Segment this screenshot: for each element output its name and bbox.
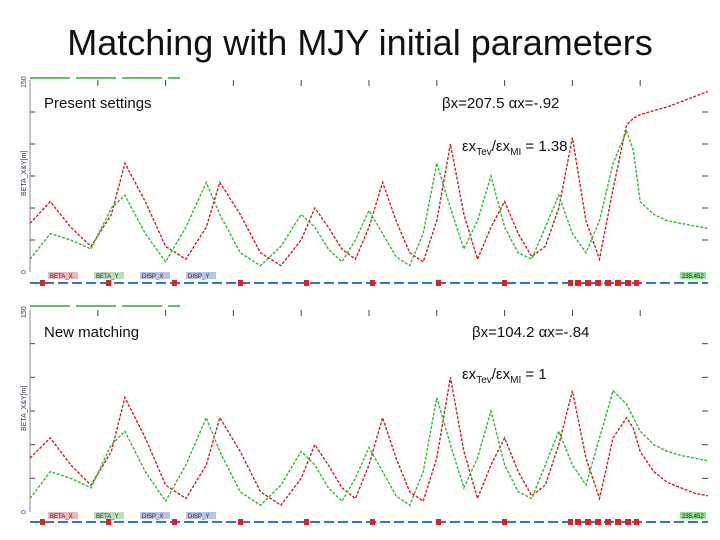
beamline-magnet xyxy=(585,519,591,525)
panel-2-series-beta-x xyxy=(29,377,709,507)
beamline-magnet xyxy=(436,280,441,286)
panel-2-ymin-label: 0 xyxy=(21,510,28,514)
legend-swatch xyxy=(140,512,170,519)
beamline-magnet xyxy=(370,280,375,286)
legend-swatch xyxy=(48,272,78,279)
panel-1-beta: βx=207.5 xyxy=(442,95,505,112)
panel-2-eps-suffix: = 1 xyxy=(521,366,547,383)
beamline-magnet xyxy=(575,519,581,525)
beamline-magnet xyxy=(595,519,601,525)
legend-swatch xyxy=(186,272,216,279)
legend-label-disp-y: DISP_Y xyxy=(188,274,209,280)
legend-label-beta-x: BETA_X xyxy=(50,514,73,520)
legend-label-beta-y: BETA_Y xyxy=(96,274,119,280)
legend-label-beta-x: BETA_X xyxy=(50,274,73,280)
beamline-magnet xyxy=(304,280,309,286)
right-label-box xyxy=(680,512,706,519)
legend-label-disp-x: DISP_X xyxy=(142,274,163,280)
beamline-magnet xyxy=(615,519,621,525)
panel-1-eps-mid: /εx xyxy=(491,138,511,155)
panel-2-label: New matching xyxy=(44,324,140,341)
beamline-magnet xyxy=(502,280,507,286)
beamline-magnet xyxy=(172,280,177,286)
panel-2-eps-prefix: εx xyxy=(462,366,477,383)
beamline-magnet xyxy=(436,519,441,525)
panel-1-eps-sub1: Tev xyxy=(476,147,492,158)
panel-1-ymax-label: 150 xyxy=(21,76,28,88)
beamline-magnet xyxy=(605,280,611,286)
beamline-magnet xyxy=(106,519,111,525)
beamline-magnet xyxy=(238,519,243,525)
panel-1-beta-alpha: βx=207.5 αx=-.92 xyxy=(442,95,559,112)
panel-2-eps-mid: /εx xyxy=(491,366,511,383)
legend-label-disp-x: DISP_X xyxy=(142,514,163,520)
beamline-magnet xyxy=(304,519,309,525)
panel-2-series-beta-y xyxy=(29,389,709,507)
panel-2-ymax-label: 150 xyxy=(21,306,28,318)
legend-label-disp-y: DISP_Y xyxy=(188,514,209,520)
panel-2-right-label: 235.452 xyxy=(682,514,704,520)
beamline-magnet xyxy=(238,280,243,286)
panel-1-ylabel: BETA_X&Y[m] xyxy=(21,151,28,196)
beamline-magnet xyxy=(40,519,45,525)
beamline-magnet xyxy=(568,519,573,525)
beamline-magnet xyxy=(634,519,639,525)
panel-2-beta: βx=104.2 xyxy=(472,324,535,341)
beamline-magnet xyxy=(172,519,177,525)
legend-swatch xyxy=(94,512,124,519)
panel-1-series-beta-y xyxy=(29,129,709,267)
beamline-magnet xyxy=(575,280,581,286)
panel-1-series-beta-x xyxy=(29,90,709,267)
beamline-magnet xyxy=(625,280,631,286)
panel-1-alpha: αx=-.92 xyxy=(508,95,560,112)
panel-1-eps-sub2: MI xyxy=(510,147,522,158)
beamline-magnet xyxy=(595,280,601,286)
legend-swatch xyxy=(94,272,124,279)
panel-1-right-label: 235.452 xyxy=(682,274,704,280)
panel-1-ymin-label: 0 xyxy=(21,270,28,274)
beamline-magnet xyxy=(625,519,631,525)
panel-2-eps-sub2: MI xyxy=(510,375,522,386)
panel-1-emittance-ratio: εxTev/εxMI = 1.38 xyxy=(462,138,568,158)
right-label-box xyxy=(680,272,706,279)
panel-1-eps-prefix: εx xyxy=(462,138,477,155)
legend-swatch xyxy=(140,272,170,279)
panel-2-alpha: αx=-.84 xyxy=(538,324,590,341)
beamline-magnet xyxy=(568,280,573,286)
panel-1-label: Present settings xyxy=(44,95,152,112)
beamline-magnet xyxy=(615,280,621,286)
panel-2-beta-alpha: βx=104.2 αx=-.84 xyxy=(472,324,589,341)
beamline-magnet xyxy=(605,519,611,525)
legend-label-beta-y: BETA_Y xyxy=(96,514,119,520)
beamline-magnet xyxy=(585,280,591,286)
beamline-magnet xyxy=(106,280,111,286)
beamline-magnet xyxy=(40,280,45,286)
beamline-magnet xyxy=(370,519,375,525)
panel-1-eps-suffix: = 1.38 xyxy=(521,138,568,155)
beamline-magnet xyxy=(634,280,639,286)
panel-2-ylabel: BETA_X&Y[m] xyxy=(21,386,28,431)
panel-2-eps-sub1: Tev xyxy=(476,375,492,386)
legend-swatch xyxy=(186,512,216,519)
legend-swatch xyxy=(48,512,78,519)
slide-title: Matching with MJY initial parameters xyxy=(67,22,653,63)
beamline-magnet xyxy=(502,519,507,525)
panel-2-emittance-ratio: εxTev/εxMI = 1 xyxy=(462,366,547,386)
